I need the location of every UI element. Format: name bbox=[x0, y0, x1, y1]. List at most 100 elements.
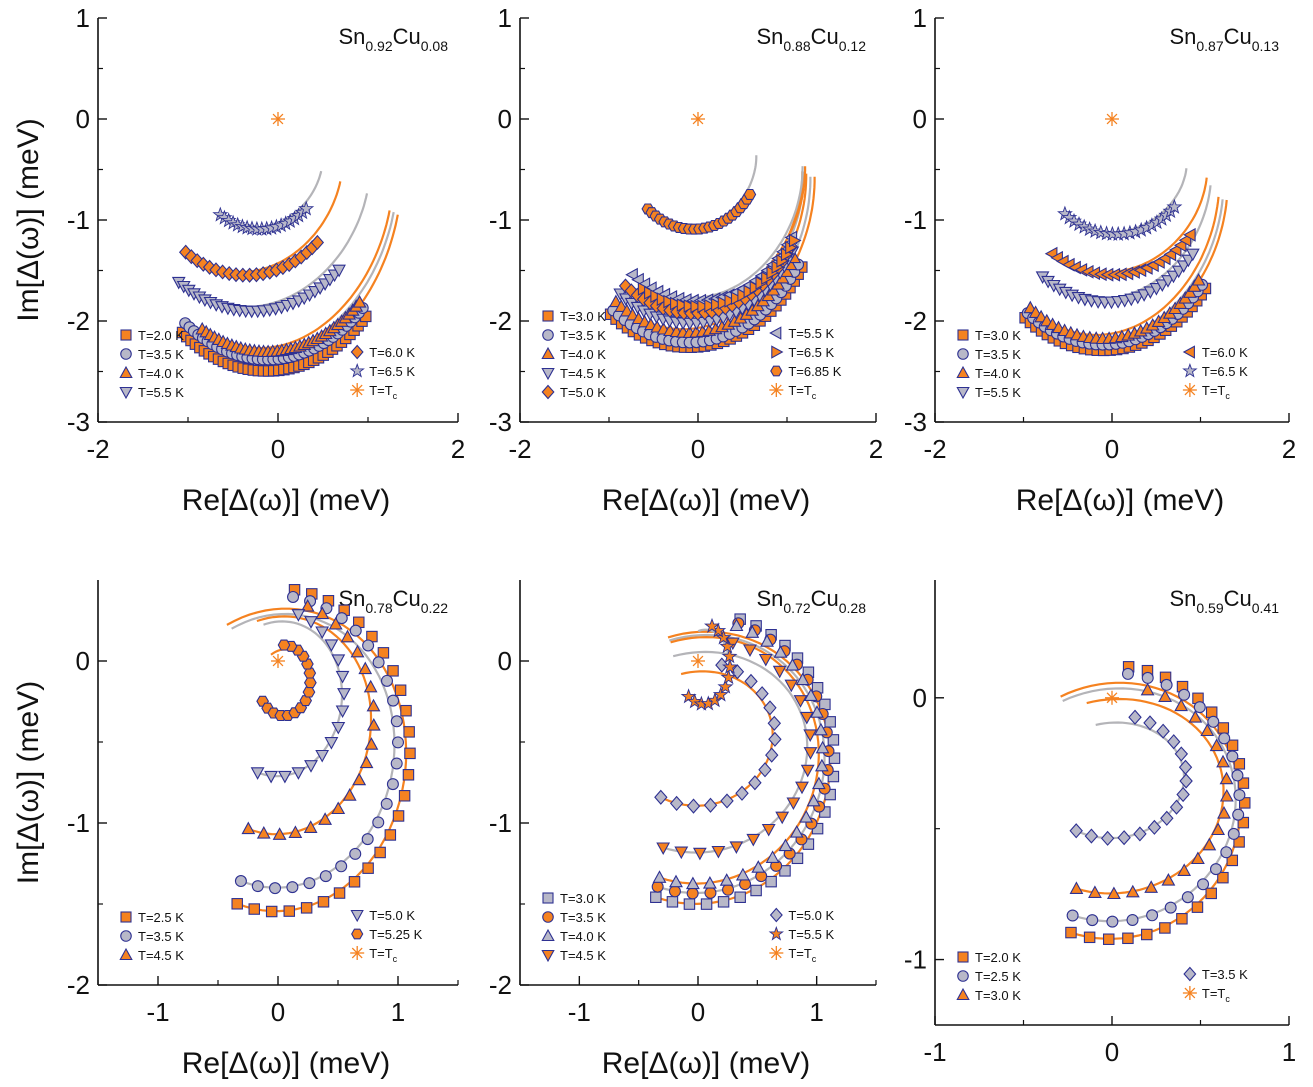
series-t-5-5-k bbox=[171, 264, 346, 319]
legend-label: T=4.5 K bbox=[560, 366, 606, 381]
y-tick-label: -2 bbox=[489, 306, 512, 336]
data-point bbox=[729, 841, 744, 854]
series-t-5-5-k bbox=[680, 617, 738, 711]
data-point bbox=[715, 657, 729, 673]
data-point bbox=[1176, 913, 1188, 925]
data-point bbox=[746, 833, 761, 847]
data-point bbox=[786, 797, 801, 811]
data-point bbox=[331, 721, 346, 735]
series-t-2-5-k bbox=[1066, 667, 1246, 928]
data-point bbox=[324, 737, 339, 750]
guide-curve bbox=[657, 633, 826, 895]
data-point bbox=[720, 793, 734, 809]
data-point bbox=[1105, 690, 1119, 705]
data-point bbox=[1220, 846, 1233, 859]
data-point bbox=[1181, 891, 1194, 904]
data-point bbox=[1117, 830, 1131, 846]
data-point bbox=[650, 289, 663, 304]
data-point bbox=[277, 639, 291, 651]
data-point bbox=[363, 679, 378, 693]
data-point bbox=[1211, 822, 1226, 836]
data-point bbox=[386, 778, 399, 791]
legend-label: T=4.5 K bbox=[560, 948, 606, 963]
y-tick-label: 0 bbox=[913, 683, 927, 713]
data-point bbox=[785, 658, 800, 671]
legend-marker bbox=[957, 348, 969, 360]
y-tick-label: 0 bbox=[76, 646, 90, 676]
data-point bbox=[303, 877, 316, 890]
data-point bbox=[362, 862, 374, 874]
data-point bbox=[721, 648, 738, 664]
y-tick-label: -2 bbox=[67, 306, 90, 336]
data-point bbox=[824, 716, 836, 728]
legend-marker bbox=[956, 365, 970, 379]
series-t-2-0-k bbox=[1065, 661, 1251, 945]
data-point bbox=[271, 112, 285, 126]
legend-label: T=5.0 K bbox=[788, 908, 834, 923]
legend-marker bbox=[351, 928, 364, 940]
data-point bbox=[269, 882, 282, 895]
data-point bbox=[315, 606, 330, 620]
legend-label: T=4.0 K bbox=[138, 366, 184, 381]
data-point bbox=[271, 654, 285, 668]
data-point bbox=[751, 860, 766, 873]
data-point bbox=[248, 903, 260, 915]
series-t-6-85-k bbox=[641, 188, 757, 235]
data-point bbox=[328, 616, 343, 630]
legend-marker bbox=[120, 911, 132, 923]
panel-b: -3-2-101-2 0 2Re[Δ(ω)] (meV)Sn0.88Cu0.12T=… bbox=[489, 3, 883, 517]
legend-marker bbox=[1183, 966, 1197, 982]
data-point bbox=[683, 898, 696, 910]
data-point bbox=[286, 881, 299, 894]
data-point bbox=[190, 253, 204, 269]
data-point bbox=[315, 749, 330, 763]
series-t-3-0-k bbox=[1069, 682, 1234, 900]
data-point bbox=[755, 686, 769, 702]
data-point bbox=[775, 811, 790, 825]
data-point bbox=[1205, 887, 1217, 900]
series-t-6-5-k bbox=[637, 233, 802, 314]
series-t-6-5-k bbox=[212, 200, 315, 236]
data-point bbox=[1128, 709, 1142, 725]
data-point bbox=[734, 891, 746, 903]
data-point bbox=[231, 898, 243, 910]
data-point bbox=[720, 669, 737, 685]
x-tick-label: 0 bbox=[1105, 434, 1119, 464]
data-point bbox=[362, 639, 375, 652]
data-point bbox=[1233, 789, 1246, 802]
data-point bbox=[1164, 901, 1177, 914]
data-point bbox=[264, 770, 279, 784]
legend-label: T=3.0 K bbox=[975, 988, 1021, 1003]
series-t-4-5-k bbox=[241, 599, 381, 840]
x-axis-label: Re[Δ(ω)] (meV) bbox=[182, 484, 390, 517]
legend-marker bbox=[541, 346, 555, 360]
data-point bbox=[637, 281, 651, 296]
data-point bbox=[1133, 826, 1147, 842]
legend-marker bbox=[957, 951, 969, 963]
legend-label: T=6.0 K bbox=[1202, 345, 1248, 360]
data-point bbox=[303, 667, 317, 679]
legend-label: T=Tc bbox=[1202, 383, 1230, 401]
legend-marker bbox=[769, 946, 784, 960]
series-t-5-25-k bbox=[256, 639, 317, 722]
data-point bbox=[1121, 667, 1134, 680]
legend-label: T=2.0 K bbox=[975, 950, 1021, 965]
data-point bbox=[1105, 112, 1119, 126]
y-tick-label: -2 bbox=[489, 970, 512, 1000]
data-point bbox=[390, 757, 403, 770]
data-point bbox=[358, 661, 373, 675]
legend-marker bbox=[769, 907, 783, 923]
data-point bbox=[788, 233, 802, 248]
data-point bbox=[691, 654, 705, 668]
data-point bbox=[712, 686, 729, 702]
data-point bbox=[352, 295, 367, 308]
data-point bbox=[765, 875, 777, 888]
series-t-5-0-k bbox=[250, 609, 351, 784]
data-point bbox=[719, 638, 736, 654]
x-axis-label: Re[Δ(ω)] (meV) bbox=[602, 1047, 810, 1080]
data-point bbox=[1160, 678, 1173, 691]
data-point bbox=[758, 653, 773, 667]
data-point bbox=[335, 705, 350, 719]
legend-label: T=3.0 K bbox=[560, 309, 606, 324]
data-point bbox=[349, 624, 362, 637]
